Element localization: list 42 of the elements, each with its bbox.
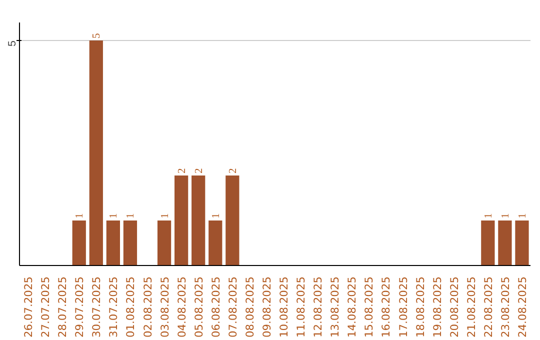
data-label: 1 <box>483 213 494 218</box>
x-tick-label: 18.08.2025 <box>414 276 427 338</box>
x-tick-label: 21.08.2025 <box>464 276 478 338</box>
x-tick-label: 06.08.2025 <box>209 276 222 338</box>
x-tick-label: 12.08.2025 <box>312 276 325 338</box>
data-label: 2 <box>228 168 239 174</box>
x-tick-label: 22.08.2025 <box>482 276 495 338</box>
x-tick-label: 17.08.2025 <box>396 276 410 338</box>
data-label: 1 <box>74 213 86 218</box>
x-tick-label: 08.08.2025 <box>243 276 256 338</box>
data-label: 2 <box>194 168 205 174</box>
x-tick-label: 23.08.2025 <box>498 276 512 338</box>
x-tick-label: 11.08.2025 <box>294 276 308 338</box>
x-tick-label: 05.08.2025 <box>192 276 206 338</box>
data-label: 1 <box>160 213 171 218</box>
x-tick-label: 20.08.2025 <box>448 276 461 338</box>
x-tick-label: 19.08.2025 <box>430 276 444 338</box>
x-tick-label: 10.08.2025 <box>278 276 291 338</box>
x-tick-label: 02.08.2025 <box>141 276 154 338</box>
data-label: 1 <box>517 213 528 218</box>
x-tick-label: 28.07.2025 <box>56 276 70 338</box>
x-tick-label: 26.07.2025 <box>22 276 36 338</box>
x-tick-label: 27.07.2025 <box>39 276 52 338</box>
x-tick-label: 31.07.2025 <box>107 276 120 338</box>
data-label: 1 <box>210 213 222 218</box>
x-tick-label: 29.07.2025 <box>73 276 86 338</box>
x-tick-label: 15.08.2025 <box>362 276 376 338</box>
data-label: 1 <box>126 213 137 218</box>
x-tick-label: 24.08.2025 <box>516 276 529 338</box>
data-label: 2 <box>176 168 188 174</box>
data-label: 1 <box>500 213 512 218</box>
x-tick-label: 01.08.2025 <box>124 276 138 338</box>
x-tick-label: 03.08.2025 <box>158 276 172 338</box>
x-tick-label: 04.08.2025 <box>175 276 188 338</box>
data-label: 5 <box>92 33 103 38</box>
x-tick-label: 30.07.2025 <box>90 276 104 338</box>
x-tick-label: 14.08.2025 <box>346 276 359 338</box>
x-tick-label: 09.08.2025 <box>260 276 274 338</box>
x-tick-label: 16.08.2025 <box>380 276 393 338</box>
x-tick-label: 13.08.2025 <box>328 276 342 338</box>
x-tick-label: 07.08.2025 <box>226 276 240 338</box>
data-label: 1 <box>108 213 120 218</box>
